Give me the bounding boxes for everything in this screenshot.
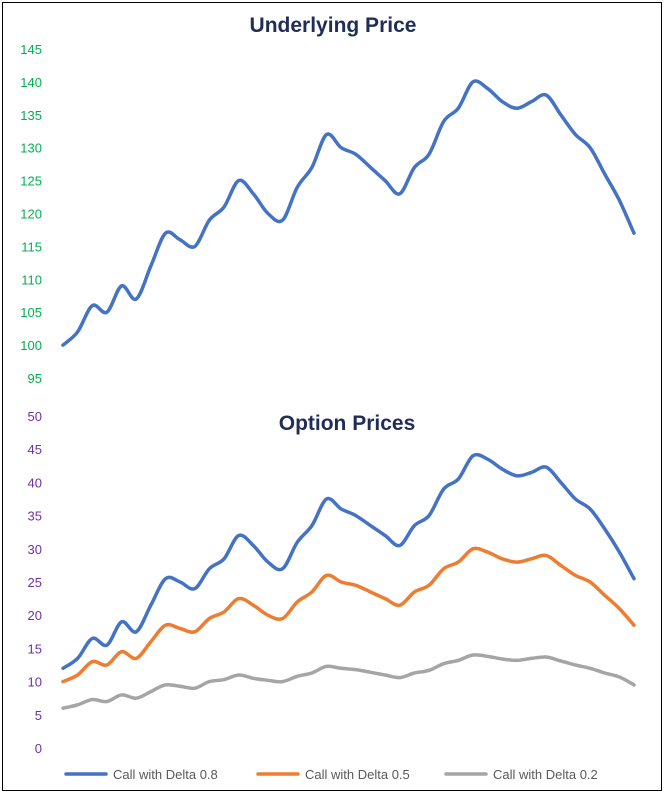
legend-label: Call with Delta 0.8 (113, 767, 218, 782)
y-tick-label: 35 (28, 509, 42, 524)
y-tick-label: 15 (28, 641, 42, 656)
series-line-1 (61, 452, 636, 671)
y-tick-label: 130 (20, 141, 42, 156)
y-tick-label: 20 (28, 608, 42, 623)
y-tick-label: 140 (20, 75, 42, 90)
chart-layer: 95 100 105 110 115 120 125 130 135 140 145 0 5 10 15 20… (20, 42, 636, 782)
series-line-1 (61, 79, 636, 347)
y-tick-label: 125 (20, 174, 42, 189)
y-tick-label: 30 (28, 542, 42, 557)
y-tick-label: 115 (21, 239, 42, 254)
y-tick-label: 120 (20, 207, 42, 222)
y-tick-label: 95 (28, 371, 42, 386)
y-tick-label: 5 (35, 708, 42, 723)
y-tick-label: 110 (21, 272, 42, 287)
series-line-2 (61, 546, 636, 684)
series-line-3 (61, 653, 636, 710)
legend-label: Call with Delta 0.2 (493, 767, 598, 782)
y-tick-label: 45 (28, 442, 42, 457)
legend-label: Call with Delta 0.5 (305, 767, 410, 782)
y-tick-label: 105 (20, 305, 42, 320)
y-tick-label: 10 (28, 675, 42, 690)
y-tick-label: 100 (20, 338, 42, 353)
y-tick-label: 40 (28, 475, 42, 490)
y-tick-label: 50 (28, 409, 42, 424)
y-tick-label: 25 (28, 575, 42, 590)
y-tick-label: 0 (35, 741, 42, 756)
chart-title-underlying: Underlying Price (250, 14, 417, 37)
y-tick-label: 135 (20, 108, 42, 123)
chart-title-options: Option Prices (279, 412, 416, 435)
y-tick-label: 145 (20, 42, 42, 57)
